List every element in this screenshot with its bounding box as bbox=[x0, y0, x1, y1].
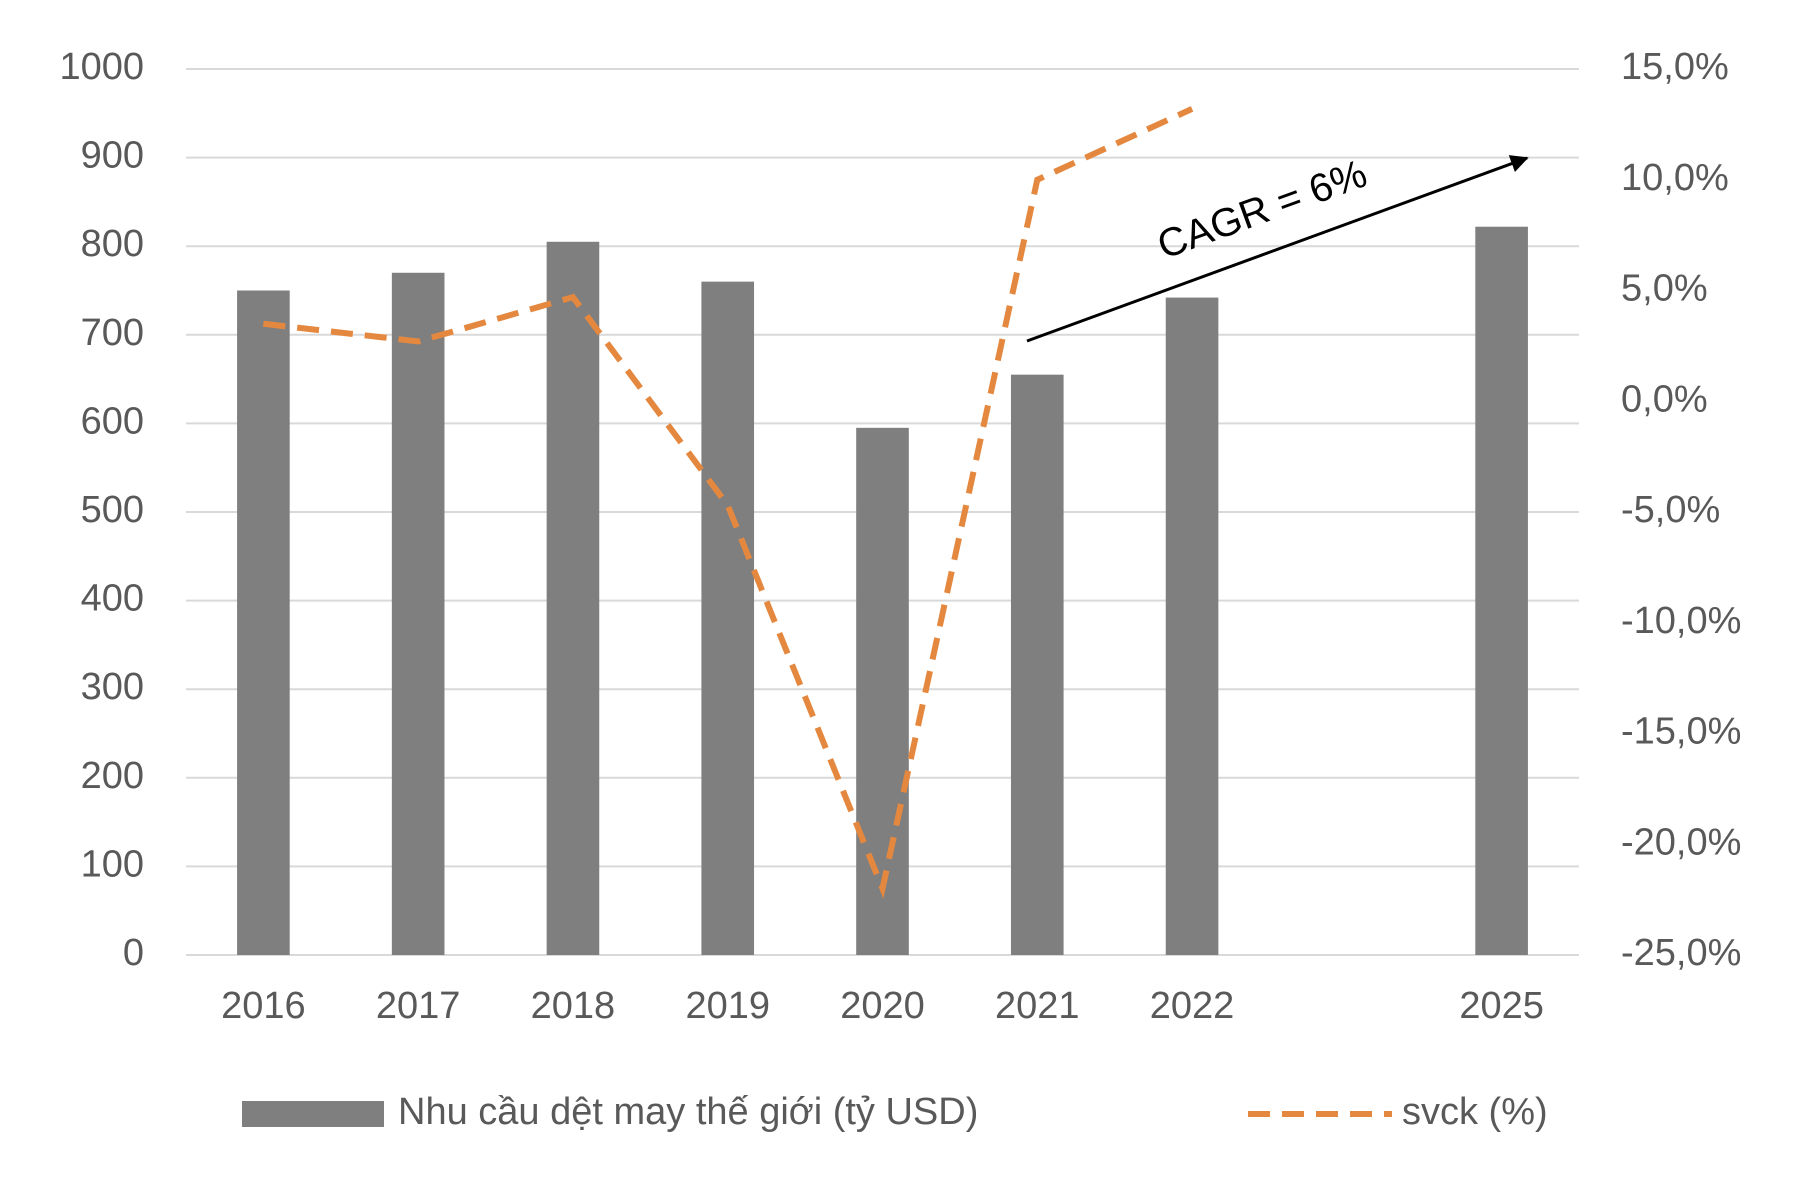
legend-label: Nhu cầu dệt may thế giới (tỷ USD) bbox=[398, 1091, 978, 1133]
y2-tick-label: 10,0% bbox=[1621, 157, 1729, 199]
bar bbox=[1475, 226, 1528, 955]
y-tick-label: 700 bbox=[81, 312, 144, 354]
bar bbox=[701, 281, 755, 955]
bar bbox=[1010, 374, 1064, 955]
y-tick-label: 1000 bbox=[59, 46, 144, 88]
y2-tick-label: -15,0% bbox=[1621, 711, 1741, 753]
y2-tick-label: 5,0% bbox=[1621, 268, 1708, 310]
bar bbox=[1165, 297, 1219, 955]
legend-swatch bbox=[242, 1101, 384, 1127]
bar bbox=[856, 427, 909, 956]
y-tick-label: 400 bbox=[81, 578, 144, 620]
x-tick-label: 2018 bbox=[531, 985, 616, 1027]
y-tick-label: 100 bbox=[81, 843, 144, 885]
bar bbox=[391, 272, 445, 955]
y-tick-label: 800 bbox=[81, 223, 144, 265]
y-tick-label: 200 bbox=[81, 755, 144, 797]
y-tick-label: 600 bbox=[81, 400, 144, 442]
x-tick-label: 2017 bbox=[376, 985, 461, 1027]
x-tick-label: 2020 bbox=[840, 985, 925, 1027]
y-tick-label: 300 bbox=[81, 666, 144, 708]
y-tick-label: 0 bbox=[123, 932, 144, 974]
y-tick-label: 500 bbox=[81, 489, 144, 531]
y2-tick-label: -5,0% bbox=[1621, 489, 1720, 531]
x-tick-label: 2019 bbox=[685, 985, 770, 1027]
y2-tick-label: -25,0% bbox=[1621, 932, 1741, 974]
y2-tick-label: 15,0% bbox=[1621, 46, 1729, 88]
legend-label: svck (%) bbox=[1402, 1091, 1548, 1133]
y2-tick-label: 0,0% bbox=[1621, 378, 1708, 420]
bar bbox=[237, 290, 290, 955]
x-tick-label: 2022 bbox=[1150, 985, 1235, 1027]
x-tick-label: 2021 bbox=[995, 985, 1080, 1027]
bar bbox=[546, 241, 600, 955]
line bbox=[263, 106, 1194, 899]
x-tick-label: 2016 bbox=[221, 985, 306, 1027]
cagr-arrow bbox=[1026, 155, 1529, 343]
annotation: CAGR = 6% bbox=[1152, 152, 1373, 268]
x-tick-label: 2025 bbox=[1459, 985, 1544, 1027]
y2-tick-label: -10,0% bbox=[1621, 600, 1741, 642]
y-tick-label: 900 bbox=[81, 135, 144, 177]
y2-tick-label: -20,0% bbox=[1621, 821, 1741, 863]
